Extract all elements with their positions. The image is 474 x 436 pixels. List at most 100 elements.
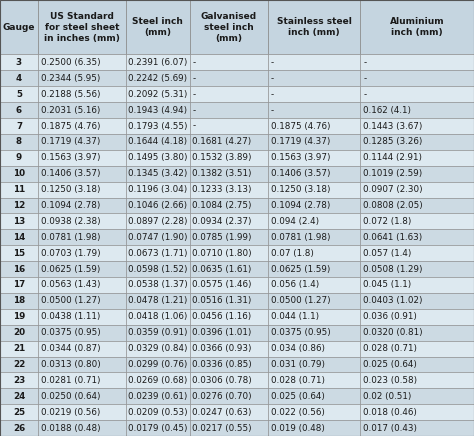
Text: 0.0344 (0.87): 0.0344 (0.87) — [41, 344, 100, 353]
Bar — [38, 357, 126, 372]
Text: 20: 20 — [13, 328, 25, 337]
Bar — [126, 293, 190, 309]
Bar — [268, 277, 360, 293]
Bar — [268, 0, 360, 54]
Bar — [268, 214, 360, 229]
Text: 0.2391 (6.07): 0.2391 (6.07) — [128, 58, 188, 67]
Bar — [0, 261, 38, 277]
Text: 0.022 (0.56): 0.022 (0.56) — [271, 408, 325, 417]
Bar — [360, 277, 474, 293]
Bar — [38, 420, 126, 436]
Bar — [38, 150, 126, 166]
Bar — [126, 261, 190, 277]
Bar — [360, 404, 474, 420]
Bar — [190, 357, 268, 372]
Text: 0.056 (1.4): 0.056 (1.4) — [271, 280, 319, 290]
Text: 24: 24 — [13, 392, 25, 401]
Text: 8: 8 — [16, 137, 22, 146]
Text: 0.0625 (1.59): 0.0625 (1.59) — [271, 265, 330, 274]
Bar — [190, 293, 268, 309]
Text: 5: 5 — [16, 90, 22, 99]
Text: 0.1250 (3.18): 0.1250 (3.18) — [271, 185, 330, 194]
Bar — [38, 102, 126, 118]
Text: 0.0598 (1.52): 0.0598 (1.52) — [128, 265, 188, 274]
Bar — [0, 388, 38, 404]
Text: 0.1563 (3.97): 0.1563 (3.97) — [271, 153, 330, 162]
Bar — [190, 134, 268, 150]
Text: -: - — [363, 58, 366, 67]
Text: 0.0710 (1.80): 0.0710 (1.80) — [192, 249, 252, 258]
Bar — [0, 150, 38, 166]
Text: 0.025 (0.64): 0.025 (0.64) — [363, 360, 417, 369]
Text: US Standard
for steel sheet
in inches (mm): US Standard for steel sheet in inches (m… — [44, 12, 120, 43]
Bar — [126, 357, 190, 372]
Text: 0.0418 (1.06): 0.0418 (1.06) — [128, 312, 188, 321]
Bar — [0, 404, 38, 420]
Bar — [38, 277, 126, 293]
Bar — [126, 70, 190, 86]
Text: 0.1719 (4.37): 0.1719 (4.37) — [41, 137, 100, 146]
Bar — [190, 245, 268, 261]
Text: 0.0456 (1.16): 0.0456 (1.16) — [192, 312, 252, 321]
Bar — [38, 293, 126, 309]
Bar — [268, 134, 360, 150]
Bar — [38, 166, 126, 182]
Text: 0.1345 (3.42): 0.1345 (3.42) — [128, 169, 188, 178]
Bar — [268, 309, 360, 325]
Bar — [38, 341, 126, 357]
Bar — [268, 182, 360, 198]
Bar — [190, 182, 268, 198]
Text: 16: 16 — [13, 265, 25, 274]
Bar — [0, 198, 38, 214]
Text: 0.0396 (1.01): 0.0396 (1.01) — [192, 328, 252, 337]
Text: 22: 22 — [13, 360, 25, 369]
Bar — [190, 261, 268, 277]
Text: 19: 19 — [13, 312, 25, 321]
Bar — [190, 214, 268, 229]
Text: 0.2031 (5.16): 0.2031 (5.16) — [41, 106, 100, 115]
Text: 0.0217 (0.55): 0.0217 (0.55) — [192, 423, 252, 433]
Text: 0.019 (0.48): 0.019 (0.48) — [271, 423, 325, 433]
Text: 0.057 (1.4): 0.057 (1.4) — [363, 249, 411, 258]
Bar — [0, 134, 38, 150]
Bar — [360, 150, 474, 166]
Bar — [268, 198, 360, 214]
Bar — [268, 54, 360, 70]
Text: 23: 23 — [13, 376, 25, 385]
Bar — [38, 229, 126, 245]
Bar — [0, 309, 38, 325]
Bar — [360, 54, 474, 70]
Bar — [0, 325, 38, 341]
Bar — [0, 214, 38, 229]
Bar — [126, 54, 190, 70]
Text: 0.0403 (1.02): 0.0403 (1.02) — [363, 296, 423, 305]
Bar — [126, 309, 190, 325]
Text: 0.034 (0.86): 0.034 (0.86) — [271, 344, 325, 353]
Bar — [126, 420, 190, 436]
Bar — [190, 166, 268, 182]
Text: 0.017 (0.43): 0.017 (0.43) — [363, 423, 417, 433]
Text: 0.1019 (2.59): 0.1019 (2.59) — [363, 169, 422, 178]
Text: 0.0247 (0.63): 0.0247 (0.63) — [192, 408, 252, 417]
Bar — [268, 86, 360, 102]
Text: 0.162 (4.1): 0.162 (4.1) — [363, 106, 411, 115]
Bar — [38, 134, 126, 150]
Bar — [190, 0, 268, 54]
Text: 0.025 (0.64): 0.025 (0.64) — [271, 392, 325, 401]
Text: 0.1382 (3.51): 0.1382 (3.51) — [192, 169, 252, 178]
Bar — [190, 54, 268, 70]
Bar — [190, 404, 268, 420]
Bar — [190, 372, 268, 388]
Text: 3: 3 — [16, 58, 22, 67]
Bar — [126, 245, 190, 261]
Text: 0.0366 (0.93): 0.0366 (0.93) — [192, 344, 252, 353]
Text: 0.0673 (1.71): 0.0673 (1.71) — [128, 249, 188, 258]
Bar — [0, 182, 38, 198]
Text: Gauge: Gauge — [3, 23, 35, 32]
Text: 0.1406 (3.57): 0.1406 (3.57) — [271, 169, 330, 178]
Bar — [360, 134, 474, 150]
Bar — [0, 118, 38, 134]
Text: 0.0179 (0.45): 0.0179 (0.45) — [128, 423, 188, 433]
Bar — [360, 166, 474, 182]
Bar — [268, 166, 360, 182]
